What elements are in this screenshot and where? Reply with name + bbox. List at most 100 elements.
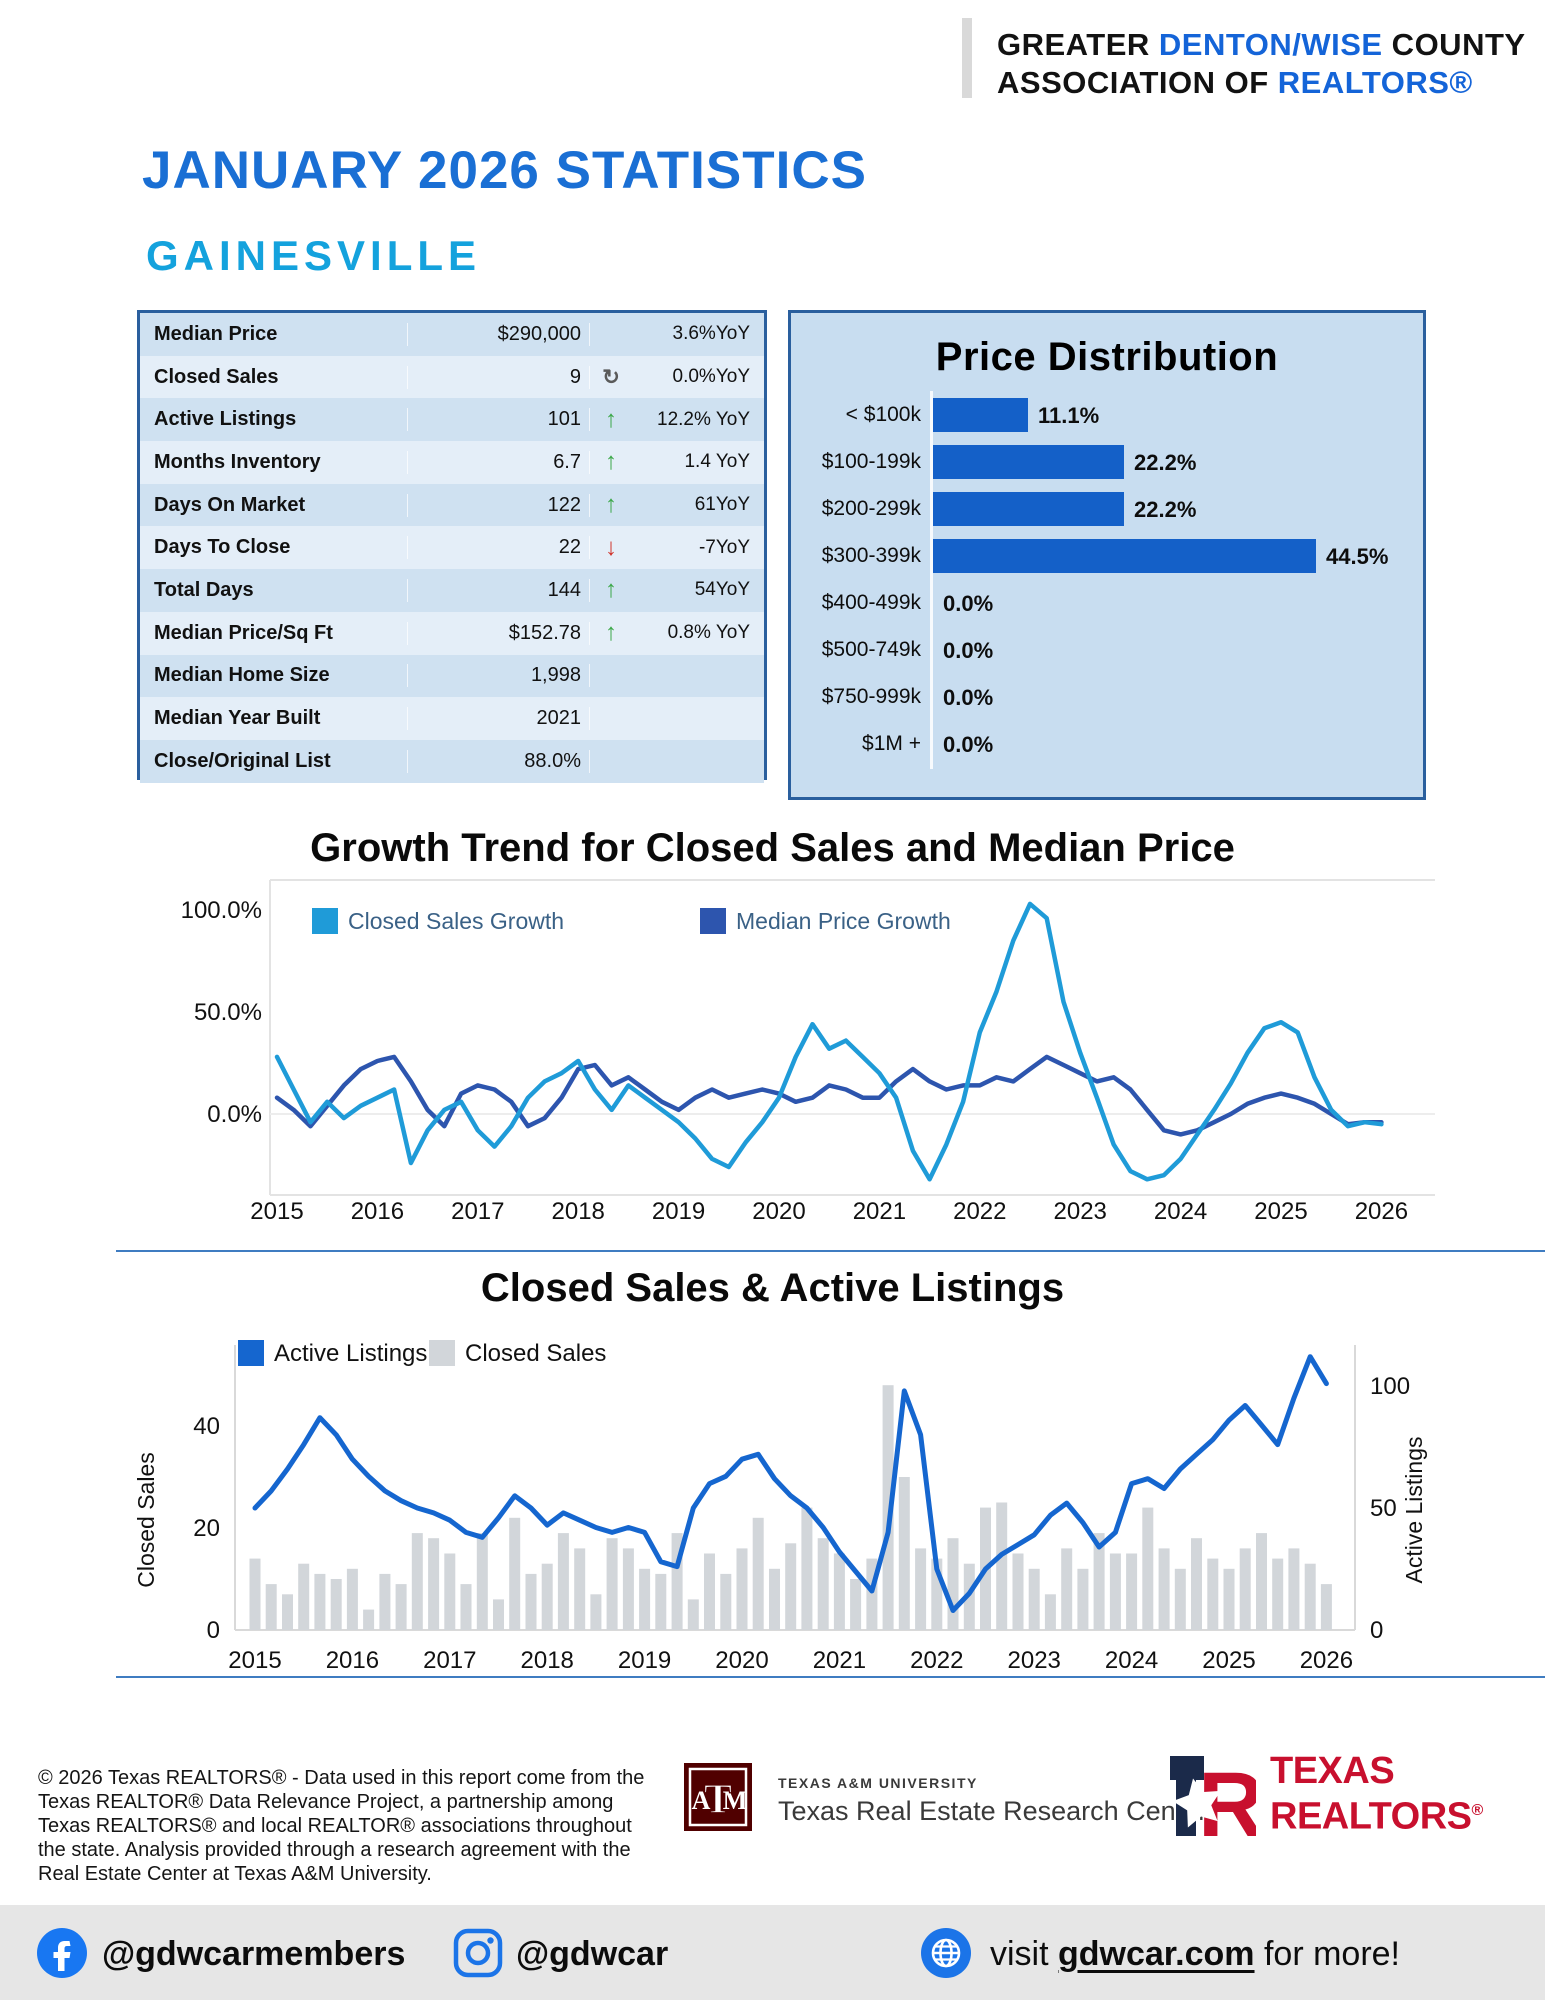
stat-value: 1,998: [408, 664, 590, 688]
y-axis-tick: 100.0%: [181, 897, 262, 924]
section-divider-2: [116, 1676, 1545, 1678]
closed-sales-bar: [866, 1558, 878, 1630]
stat-yoy-value: -7YoY: [698, 536, 750, 558]
txr-realtors: REALTORS: [1270, 1795, 1472, 1838]
instagram-handle[interactable]: @gdwcar: [516, 1935, 669, 1973]
city-title: GAINESVILLE: [146, 232, 482, 279]
right-axis-tick: 50: [1370, 1495, 1397, 1522]
closed-sales-bar: [915, 1548, 927, 1630]
stat-label: Days To Close: [140, 536, 408, 560]
left-axis-tick: 40: [193, 1413, 220, 1440]
closed-sales-bar: [996, 1502, 1008, 1630]
closed-sales-bar: [1288, 1548, 1300, 1630]
price-bar-value: 0.0%: [943, 638, 994, 663]
table-row: Closed Sales 9 ↻ 0.0%YoY: [140, 355, 764, 399]
closed-sales-bar: [720, 1573, 732, 1630]
closed-sales-bar: [801, 1507, 813, 1630]
price-bucket-label: $100-199k: [821, 450, 921, 473]
price-bar-value: 44.5%: [1326, 544, 1389, 569]
price-bar: [933, 445, 1124, 479]
closed-sales-bar: [1012, 1553, 1024, 1630]
price-chart-axis: [930, 391, 933, 769]
facebook-icon[interactable]: [36, 1927, 88, 1979]
stat-yoy-value: 61YoY: [694, 494, 750, 516]
x-axis-tick: 2023: [1054, 1198, 1107, 1225]
stat-value: 144: [408, 578, 590, 602]
price-distribution-panel: Price Distribution < $100k 11.1% $100-199k…: [788, 310, 1426, 800]
right-axis-tick: 0: [1370, 1617, 1383, 1644]
globe-icon[interactable]: [920, 1927, 972, 1979]
x-axis-tick: 2017: [451, 1198, 504, 1225]
closed-sales-bar: [541, 1563, 553, 1630]
trend-flat-icon: ↻: [602, 365, 620, 389]
table-row: Active Listings 101 ↑ 12.2% YoY: [140, 398, 764, 442]
right-axis-tick: 100: [1370, 1373, 1410, 1400]
x-axis-tick: 2022: [910, 1647, 963, 1674]
closed-sales-bar: [1239, 1548, 1251, 1630]
x-axis-tick: 2018: [521, 1647, 574, 1674]
bottom-bar: @gdwcarmembers @gdwcar visit gdwcar.com …: [0, 1905, 1545, 2000]
visit-text: visit gdwcar.com for more!: [990, 1935, 1400, 1974]
y-axis-tick: 50.0%: [194, 999, 262, 1026]
closed-sales-bar: [1320, 1584, 1332, 1630]
closed-sales-bar: [671, 1533, 683, 1630]
table-row: Median Price $290,000 3.6%YoY: [140, 313, 764, 356]
stat-label: Close/Original List: [140, 749, 408, 773]
x-axis-tick: 2019: [618, 1647, 671, 1674]
trend-up-icon: ↑: [605, 448, 617, 476]
txr-registered: ®: [1471, 1802, 1484, 1819]
legend-swatch: [700, 908, 726, 934]
section-divider-1: [116, 1250, 1545, 1252]
closed-sales-bar: [769, 1568, 780, 1630]
left-axis-tick: 0: [207, 1617, 220, 1644]
stat-label: Closed Sales: [140, 365, 408, 389]
closed-sales-bar: [509, 1517, 521, 1630]
x-axis-tick: 2018: [552, 1198, 605, 1225]
closed-sales-bar: [428, 1538, 440, 1630]
x-axis-tick: 2025: [1202, 1647, 1255, 1674]
legend-label: Median Price Growth: [736, 908, 951, 934]
legend-swatch: [312, 908, 338, 934]
sales-listings-chart-title: Closed Sales & Active Listings: [480, 1266, 1065, 1310]
svg-text:T: T: [704, 1777, 732, 1823]
closed-sales-bar: [411, 1533, 423, 1630]
stat-label: Days On Market: [140, 493, 408, 517]
logo-line-1: GREATER DENTON/WISE COUNTY: [997, 26, 1526, 64]
closed-sales-bar: [1158, 1548, 1170, 1630]
tamu-center-label: Texas Real Estate Research Center: [778, 1796, 1208, 1826]
closed-sales-bar: [833, 1553, 845, 1630]
x-axis-tick: 2025: [1254, 1198, 1307, 1225]
right-axis-label: Active Listings: [1401, 1436, 1427, 1583]
instagram-icon[interactable]: [452, 1927, 504, 1979]
closed-sales-bar: [1028, 1568, 1040, 1630]
website-link[interactable]: gdwcar.com: [1058, 1935, 1255, 1973]
facebook-handle[interactable]: @gdwcarmembers: [102, 1935, 406, 1973]
logo-divider: [962, 18, 972, 98]
x-axis-tick: 2015: [228, 1647, 281, 1674]
stat-value: 2021: [408, 707, 590, 731]
price-bar: [933, 398, 1028, 432]
price-bucket-label: $750-999k: [821, 685, 921, 708]
x-axis-tick: 2016: [351, 1198, 404, 1225]
closed-sales-bar: [1174, 1568, 1186, 1630]
closed-sales-bar: [476, 1533, 488, 1630]
closed-sales-bar: [346, 1568, 358, 1630]
logo-association-of: ASSOCIATION OF: [997, 65, 1278, 100]
closed-sales-bar: [1272, 1558, 1284, 1630]
closed-sales-bar: [1126, 1553, 1138, 1630]
svg-text:M: M: [723, 1786, 748, 1815]
tamu-university-label: TEXAS A&M UNIVERSITY: [778, 1775, 978, 1791]
price-bar-value: 22.2%: [1134, 497, 1197, 522]
x-axis-tick: 2021: [813, 1647, 866, 1674]
stat-yoy-value: 1.4 YoY: [684, 451, 750, 473]
closed-sales-bar: [1223, 1568, 1235, 1630]
table-row: Days To Close 22 ↓ -7YoY: [140, 526, 764, 570]
closed-sales-growth-line: [274, 901, 1384, 1182]
closed-sales-bar: [752, 1517, 764, 1630]
closed-sales-bar: [1207, 1558, 1219, 1630]
median-price-growth-line: [274, 1054, 1384, 1137]
legend-label: Closed Sales Growth: [348, 908, 564, 934]
closed-sales-bar: [655, 1573, 667, 1630]
stat-value: 22: [408, 536, 590, 560]
left-axis-tick: 20: [193, 1515, 220, 1542]
